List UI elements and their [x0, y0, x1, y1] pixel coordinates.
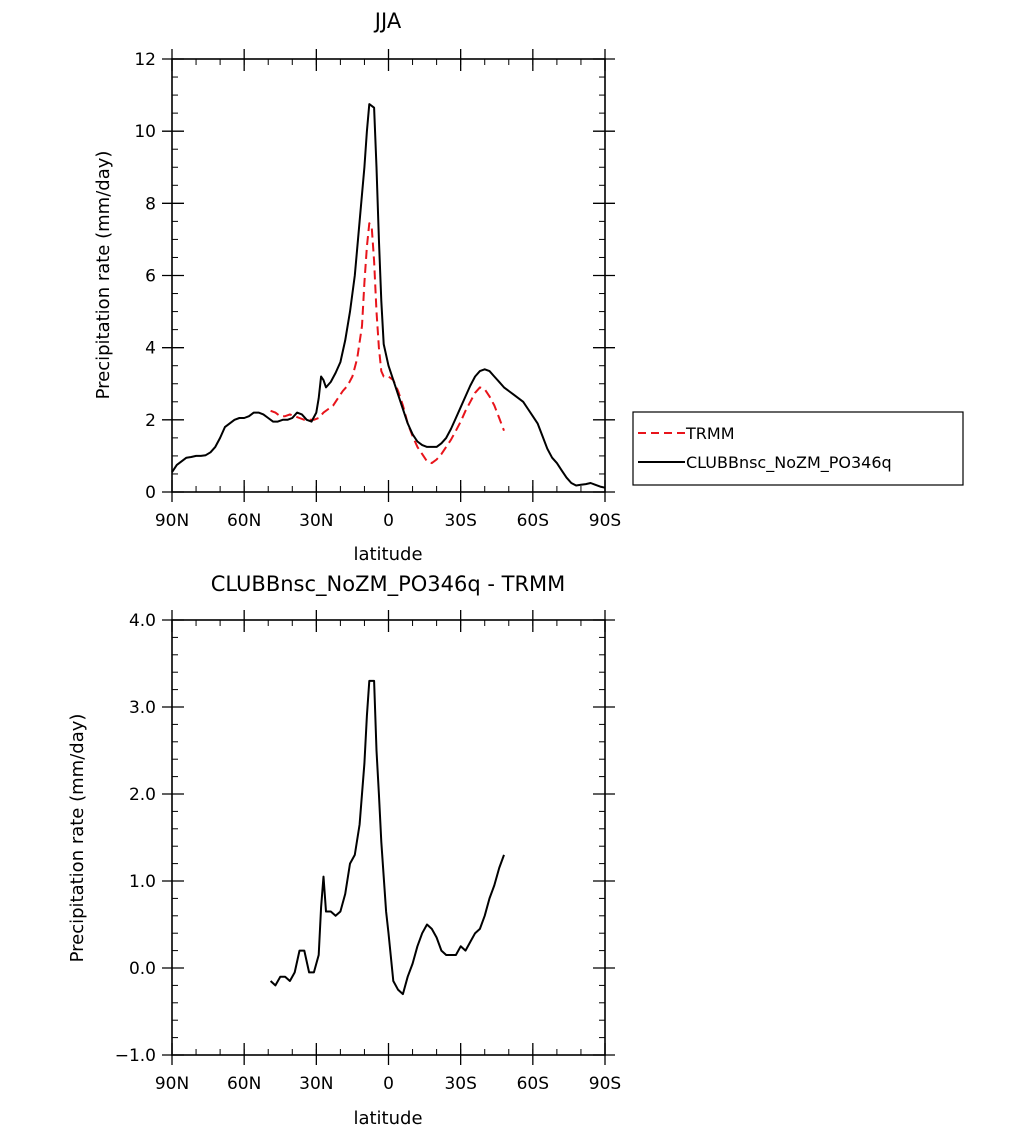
top-chart-title: JJA — [373, 9, 402, 33]
top-y-axis-label: Precipitation rate (mm/day) — [93, 151, 114, 400]
x-tick-label: 30S — [444, 1074, 476, 1094]
legend: TRMM CLUBBnsc_NoZM_PO346q — [632, 411, 964, 486]
bottom-series-layer — [269, 679, 505, 996]
top-series-layer — [171, 103, 606, 489]
top-axis-ticks: 90N 60N 30N 0 30S 60S 90S 0 2 4 6 8 10 12 — [134, 49, 621, 531]
y-tick-label: 8 — [145, 194, 156, 214]
y-tick-label: 2 — [145, 411, 156, 431]
y-tick-label: 2.0 — [129, 785, 156, 805]
y-tick-label: 0 — [145, 483, 156, 503]
x-tick-label: 0 — [383, 511, 394, 531]
y-tick-label: 6 — [145, 267, 156, 287]
top-series-line-clubbnsc-nozm-po346q — [171, 103, 606, 489]
x-tick-label: 0 — [383, 1074, 394, 1094]
y-tick-label: 4.0 — [129, 611, 156, 631]
legend-label-model: CLUBBnsc_NoZM_PO346q — [686, 453, 892, 473]
y-tick-label: 3.0 — [129, 698, 156, 718]
x-tick-label: 30N — [299, 1074, 333, 1094]
x-tick-label: 90N — [155, 511, 189, 531]
y-tick-label: 12 — [134, 50, 156, 70]
bottom-chart-title: CLUBBnsc_NoZM_PO346q - TRMM — [211, 572, 566, 597]
x-tick-label: 90S — [589, 511, 621, 531]
top-plot-frame — [171, 58, 606, 493]
bottom-x-axis-label: latitude — [353, 1108, 422, 1129]
top-series-line-trmm — [270, 222, 505, 465]
x-tick-label: 90N — [155, 1074, 189, 1094]
legend-label-trmm: TRMM — [685, 424, 735, 443]
bottom-plot-frame — [171, 619, 606, 1056]
top-chart-panel: JJA latitude Precipitation rate (mm/day)… — [93, 9, 621, 565]
x-tick-label: 30S — [444, 511, 476, 531]
x-tick-label: 90S — [589, 1074, 621, 1094]
y-tick-label: 10 — [134, 122, 156, 142]
bottom-chart-panel: CLUBBnsc_NoZM_PO346q - TRMM latitude Pre… — [67, 572, 621, 1129]
y-tick-label: 4 — [145, 339, 156, 359]
legend-box — [632, 411, 964, 486]
y-tick-label: 0.0 — [129, 959, 156, 979]
x-tick-label: 60S — [517, 511, 549, 531]
y-tick-label: −1.0 — [115, 1046, 156, 1066]
x-tick-label: 30N — [299, 511, 333, 531]
bottom-y-axis-label: Precipitation rate (mm/day) — [67, 714, 88, 963]
bottom-axis-ticks: 90N 60N 30N 0 30S 60S 90S −1.0 0.0 1.0 2.0 3.0 4.0 — [115, 610, 621, 1094]
x-tick-label: 60N — [227, 1074, 261, 1094]
top-x-axis-label: latitude — [353, 544, 422, 565]
x-tick-label: 60S — [517, 1074, 549, 1094]
bottom-series-line-difference — [269, 679, 505, 996]
y-tick-label: 1.0 — [129, 872, 156, 892]
x-tick-label: 60N — [227, 511, 261, 531]
